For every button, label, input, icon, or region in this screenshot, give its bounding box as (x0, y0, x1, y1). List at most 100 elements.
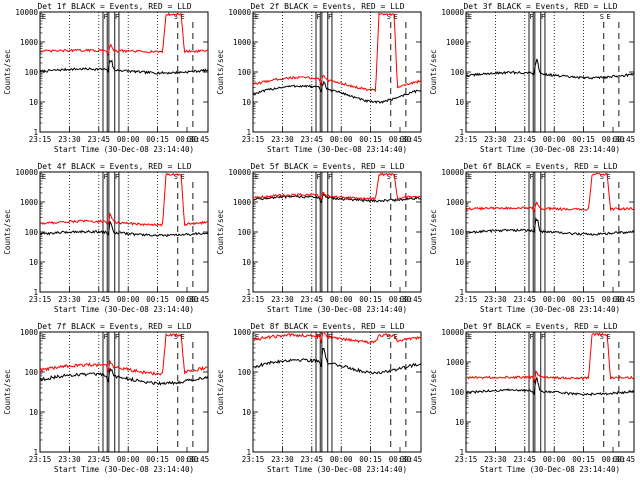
x-tick-label: 23:15 (29, 295, 52, 304)
x-tick-label: 23:45 (88, 455, 111, 464)
y-tick-label: 10 (29, 258, 39, 267)
event-marker: F (115, 13, 119, 21)
event-marker: S (174, 333, 178, 341)
event-marker: S (174, 173, 178, 181)
y-tick-label: 10000 (228, 168, 251, 177)
x-tick-label: 00:30 (389, 295, 412, 304)
y-tick-label: 10000 (441, 328, 464, 337)
y-tick-label: 10000 (441, 8, 464, 17)
y-tick-label: 1000 (20, 198, 39, 207)
x-tick-label: 00:00 (543, 295, 566, 304)
y-tick-label: 100 (450, 68, 464, 77)
event-marker: F (529, 13, 533, 21)
y-tick-label: 1000 (233, 198, 252, 207)
y-tick-label: 1 (246, 448, 251, 457)
panel-title: Det 2f BLACK = Events, RED = LLD (250, 2, 404, 11)
y-tick-label: 10 (455, 258, 465, 267)
x-tick-label: 00:15 (146, 135, 169, 144)
event-marker: F (328, 13, 332, 21)
lld-series-line (39, 12, 209, 56)
x-tick-label: 23:45 (301, 295, 324, 304)
x-tick-label: 23:45 (88, 295, 111, 304)
y-axis-label: Counts/sec (216, 369, 225, 414)
x-tick-label: 00:45 (187, 135, 210, 144)
x-tick-label: 00:45 (613, 135, 636, 144)
x-tick-label: 23:45 (514, 295, 537, 304)
x-tick-label: 00:00 (543, 135, 566, 144)
event-marker: F (316, 173, 320, 181)
x-tick-label: 23:30 (484, 295, 507, 304)
x-tick-label: 23:30 (58, 455, 81, 464)
event-marker: E (606, 173, 610, 181)
event-marker: E (180, 333, 184, 341)
y-tick-label: 10 (29, 408, 39, 417)
panel-title: Det 8f BLACK = Events, RED = LLD (250, 322, 404, 331)
y-tick-label: 1 (246, 288, 251, 297)
lld-series-line (465, 332, 635, 384)
y-axis-label: Counts/sec (429, 209, 438, 254)
event-marker: S (600, 13, 604, 21)
y-axis-label: Counts/sec (3, 369, 12, 414)
plot-frame (252, 11, 422, 133)
events-series-line (252, 348, 422, 375)
x-tick-label: 23:15 (455, 135, 478, 144)
y-tick-label: 10 (455, 98, 465, 107)
x-tick-label: 00:30 (389, 455, 412, 464)
x-tick-label: 23:45 (301, 135, 324, 144)
panel-title: Det 5f BLACK = Events, RED = LLD (250, 162, 404, 171)
y-tick-label: 1000 (446, 38, 465, 47)
event-marker: F (541, 173, 545, 181)
x-tick-label: 00:30 (176, 135, 199, 144)
event-marker: S (600, 173, 604, 181)
x-tick-label: 23:45 (301, 455, 324, 464)
x-tick-label: 23:30 (271, 295, 294, 304)
event-marker: F (115, 333, 119, 341)
event-marker: E (255, 173, 259, 181)
event-marker: E (606, 333, 610, 341)
x-axis-label: Start Time (30-Dec-08 23:14:40) (267, 145, 407, 154)
y-tick-label: 100 (24, 68, 38, 77)
event-marker: S (387, 13, 391, 21)
event-marker: E (468, 13, 472, 21)
x-tick-label: 00:00 (330, 135, 353, 144)
y-tick-label: 1 (33, 448, 38, 457)
y-tick-label: 10000 (15, 168, 38, 177)
event-marker: S (600, 333, 604, 341)
event-marker: E (42, 13, 46, 21)
x-tick-label: 00:45 (613, 295, 636, 304)
y-tick-label: 100 (450, 388, 464, 397)
y-tick-label: 1 (33, 288, 38, 297)
panel-title: Det 9f BLACK = Events, RED = LLD (463, 322, 617, 331)
x-tick-label: 00:15 (572, 455, 595, 464)
y-tick-label: 1000 (20, 38, 39, 47)
x-tick-label: 23:45 (88, 135, 111, 144)
x-axis-label: Start Time (30-Dec-08 23:14:40) (480, 465, 620, 474)
panel-title: Det 4f BLACK = Events, RED = LLD (37, 162, 191, 171)
lld-series-line (252, 12, 422, 93)
x-tick-label: 00:45 (400, 455, 423, 464)
x-tick-label: 00:30 (602, 135, 625, 144)
x-tick-label: 00:00 (330, 295, 353, 304)
x-tick-label: 00:45 (187, 455, 210, 464)
event-marker: E (255, 13, 259, 21)
x-axis-label: Start Time (30-Dec-08 23:14:40) (267, 305, 407, 314)
event-marker: E (42, 333, 46, 341)
x-axis-label: Start Time (30-Dec-08 23:14:40) (267, 465, 407, 474)
x-tick-label: 23:30 (58, 295, 81, 304)
y-axis-label: Counts/sec (429, 369, 438, 414)
x-tick-label: 00:00 (117, 455, 140, 464)
plot-frame (252, 331, 422, 453)
x-tick-label: 00:15 (359, 295, 382, 304)
events-series-line (465, 217, 635, 236)
y-axis-label: Counts/sec (216, 209, 225, 254)
x-axis-label: Start Time (30-Dec-08 23:14:40) (54, 305, 194, 314)
y-tick-label: 10000 (441, 168, 464, 177)
event-marker: S (387, 173, 391, 181)
x-tick-label: 00:00 (117, 135, 140, 144)
events-series-line (252, 80, 422, 104)
y-tick-label: 1 (459, 288, 464, 297)
y-axis-label: Counts/sec (3, 49, 12, 94)
